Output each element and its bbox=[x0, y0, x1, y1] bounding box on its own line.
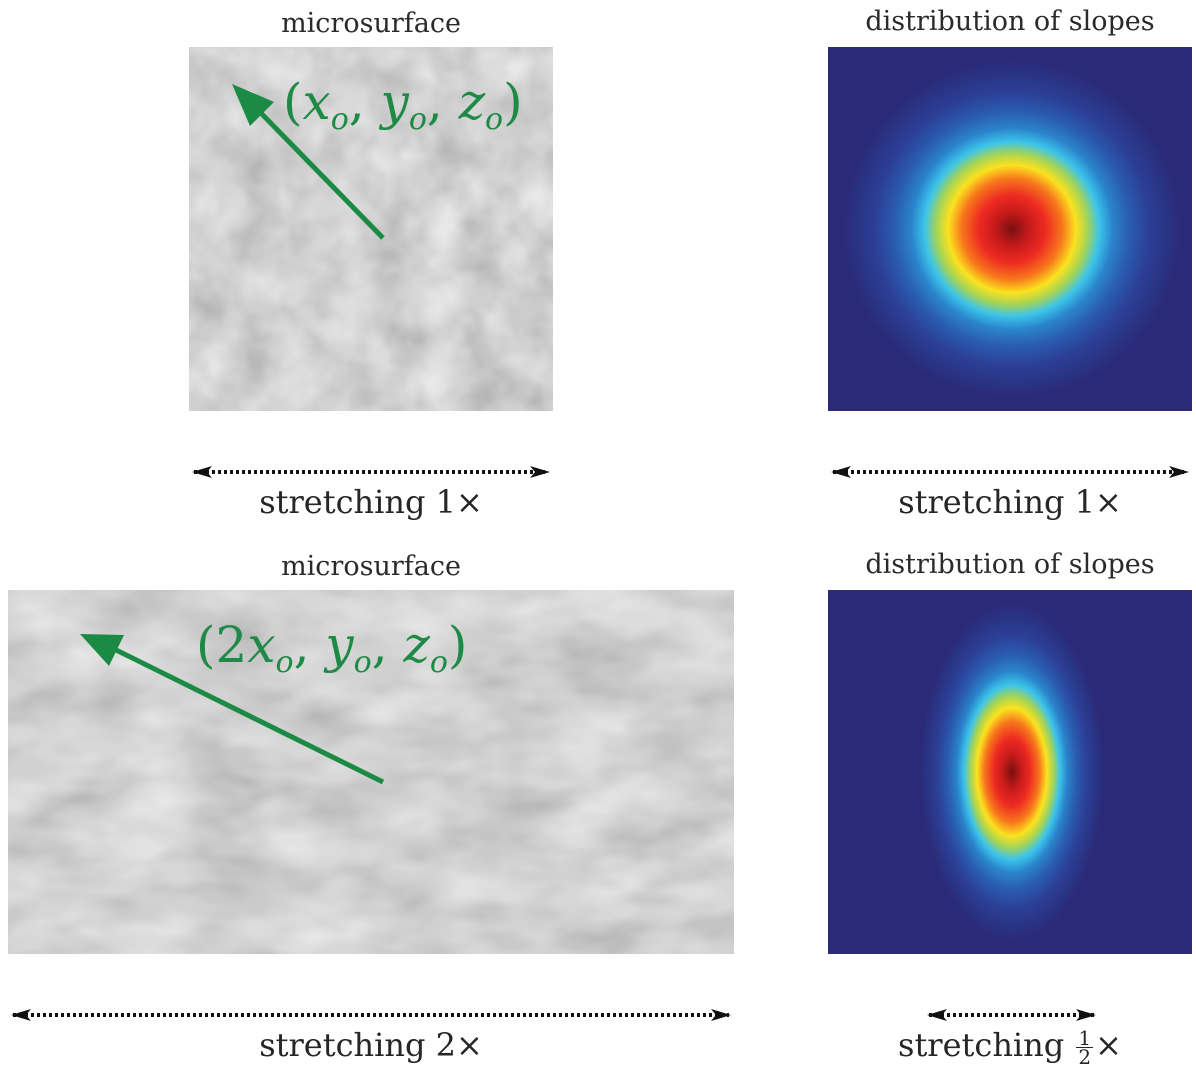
bottom-microsurface-title: microsurface bbox=[281, 551, 461, 582]
top-slopes-title: distribution of slopes bbox=[865, 6, 1155, 37]
fraction-denominator: 2 bbox=[1078, 1045, 1092, 1069]
bottom-slopes-stretch-suffix: × bbox=[1095, 1026, 1122, 1064]
bottom-view-direction-label: (2xo, yo, zo) bbox=[196, 616, 468, 680]
bottom-slopes-title: distribution of slopes bbox=[865, 549, 1155, 580]
bottom-slopes-stretch-prefix: stretching bbox=[898, 1026, 1075, 1064]
bottom-slopes-stretch-label: stretching 1 2 × bbox=[828, 1025, 1192, 1069]
bottom-surface-stretch-label: stretching 2× bbox=[259, 1026, 483, 1064]
fraction-numerator: 1 bbox=[1076, 1026, 1094, 1050]
bottom-slope-distribution-heatmap bbox=[828, 590, 1192, 954]
top-microsurface-title: microsurface bbox=[281, 8, 461, 39]
top-slope-distribution-heatmap bbox=[828, 47, 1192, 411]
top-slopes-stretch-label: stretching 1× bbox=[898, 483, 1122, 521]
top-view-direction-label: (xo, yo, zo) bbox=[283, 73, 523, 137]
top-surface-stretch-label: stretching 1× bbox=[259, 483, 483, 521]
